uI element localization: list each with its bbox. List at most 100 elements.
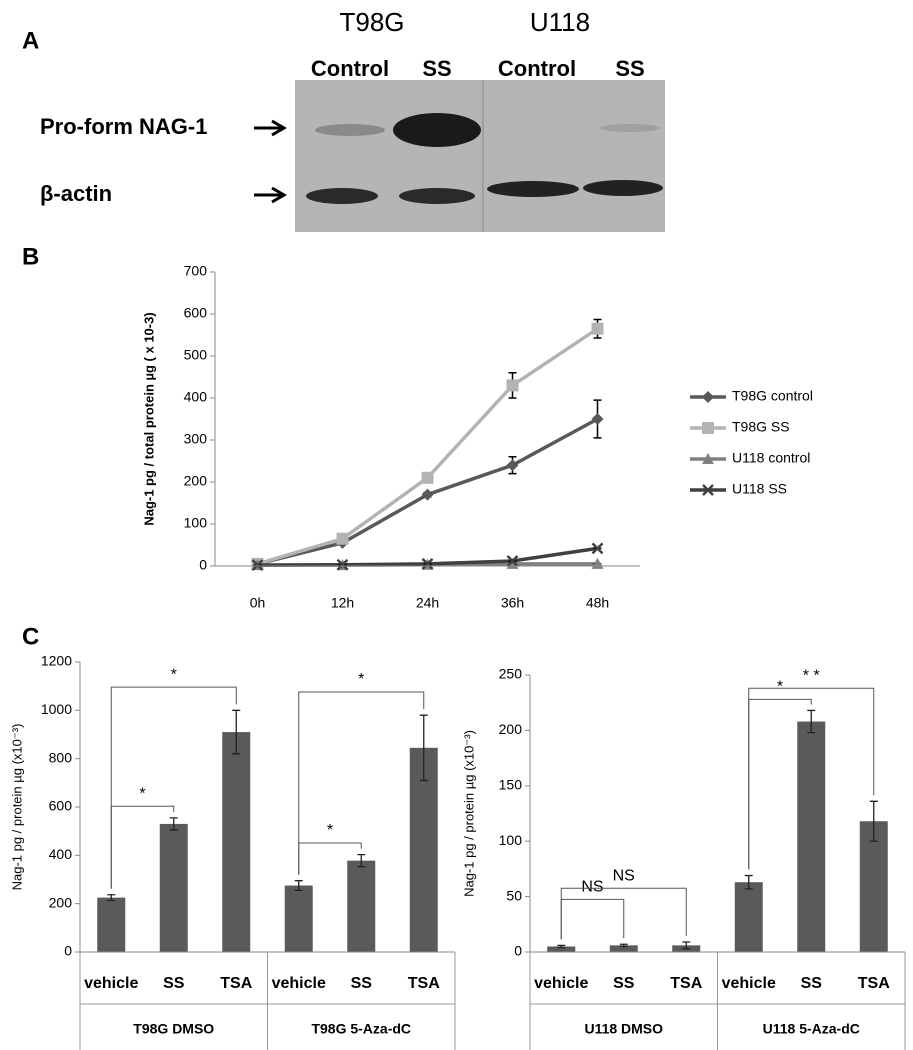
- bar: [284, 885, 313, 952]
- x-tick-label: TSA: [670, 975, 702, 992]
- bar: [547, 946, 576, 952]
- blot: [295, 80, 665, 232]
- marker: [336, 558, 349, 571]
- y-axis-label: Nag-1 pg / protein µg (x10⁻³): [461, 730, 476, 897]
- x-tick-label: TSA: [408, 975, 440, 992]
- y-tick-label: 600: [49, 798, 73, 814]
- error-bar: [869, 800, 878, 842]
- y-tick-label: 100: [499, 832, 523, 848]
- legend-label: T98G control: [732, 388, 813, 404]
- y-tick-label: 0: [199, 557, 207, 573]
- lane-label: SS: [615, 56, 644, 81]
- y-tick-label: 50: [506, 887, 522, 903]
- legend-marker: [702, 422, 714, 434]
- y-tick-label: 1200: [41, 653, 72, 669]
- y-tick-label: 800: [49, 749, 73, 765]
- bracket: [560, 898, 625, 940]
- y-tick-label: 0: [64, 943, 72, 959]
- legend-label: U118 control: [732, 450, 810, 466]
- y-tick-label: 400: [49, 846, 73, 862]
- significance: *: [327, 822, 333, 839]
- bracket: [298, 691, 425, 875]
- panel-label: C: [22, 623, 39, 650]
- y-tick-label: 200: [184, 473, 208, 489]
- legend-label: T98G SS: [732, 419, 790, 435]
- x-tick-label: 0h: [250, 595, 266, 611]
- significance: NS: [613, 868, 635, 885]
- lane-label: SS: [422, 56, 451, 81]
- error-bar: [619, 943, 628, 948]
- bar: [222, 732, 251, 952]
- marker: [591, 542, 604, 555]
- arrow: [254, 119, 287, 204]
- bar: [797, 721, 826, 952]
- y-tick-label: 250: [499, 666, 523, 682]
- group-label: U118 DMSO: [584, 1021, 663, 1037]
- band: [399, 188, 475, 204]
- marker: [506, 379, 519, 392]
- x-tick-label: SS: [801, 975, 823, 992]
- marker: [336, 532, 349, 545]
- y-tick-label: 300: [184, 431, 208, 447]
- significance: NS: [581, 879, 603, 896]
- x-tick-label: SS: [613, 975, 635, 992]
- error-bar: [357, 853, 366, 868]
- y-tick-label: 100: [184, 515, 208, 531]
- band: [600, 124, 660, 132]
- x-tick-label: vehicle: [272, 975, 326, 992]
- cell-line: U118: [530, 7, 590, 37]
- error-bar: [232, 709, 241, 755]
- x-tick-label: vehicle: [534, 975, 588, 992]
- y-tick-label: 1000: [41, 701, 72, 717]
- error-bar: [419, 714, 428, 782]
- marker: [421, 488, 434, 501]
- x-tick-label: SS: [351, 975, 373, 992]
- group-label: U118 5-Aza-dC: [763, 1021, 860, 1037]
- group-label: T98G DMSO: [133, 1021, 214, 1037]
- significance: *: [139, 785, 145, 802]
- bar: [859, 821, 888, 952]
- row-label: Pro-form NAG-1: [40, 114, 207, 139]
- x-tick-label: 12h: [331, 595, 354, 611]
- marker: [251, 559, 264, 572]
- significance: *: [171, 666, 177, 683]
- row-label: β-actin: [40, 181, 112, 206]
- significance: * *: [803, 668, 820, 685]
- marker: [591, 413, 604, 425]
- error-bar: [107, 894, 116, 902]
- error-bar: [557, 944, 566, 949]
- x-tick-label: 48h: [586, 595, 609, 611]
- legend-marker: [702, 391, 714, 403]
- y-tick-label: 500: [184, 347, 208, 363]
- band: [487, 181, 579, 197]
- y-tick-label: 0: [514, 943, 522, 959]
- marker: [506, 459, 519, 472]
- legend-marker: [702, 484, 714, 496]
- legend-marker: [702, 453, 714, 464]
- x-tick-label: TSA: [220, 975, 252, 992]
- x-tick-label: vehicle: [722, 975, 776, 992]
- bar: [734, 882, 763, 952]
- panel-label: A: [22, 27, 39, 54]
- error-bar: [169, 817, 178, 831]
- bar: [347, 860, 376, 952]
- y-tick-label: 150: [499, 777, 523, 793]
- error-bar: [294, 880, 303, 892]
- bar: [159, 823, 188, 952]
- y-tick-label: 400: [184, 389, 208, 405]
- x-tick-label: SS: [163, 975, 185, 992]
- bar: [97, 897, 126, 952]
- x-tick-label: 36h: [501, 595, 524, 611]
- bracket: [110, 686, 237, 889]
- error-bar: [807, 709, 816, 734]
- band: [315, 124, 385, 136]
- group-label: T98G 5-Aza-dC: [311, 1021, 411, 1037]
- error-bar: [744, 874, 753, 890]
- x-tick-label: 24h: [416, 595, 439, 611]
- marker: [591, 322, 604, 335]
- marker: [506, 555, 519, 567]
- bracket: [748, 687, 875, 870]
- lane-label: Control: [498, 56, 576, 81]
- y-tick-label: 700: [184, 263, 208, 279]
